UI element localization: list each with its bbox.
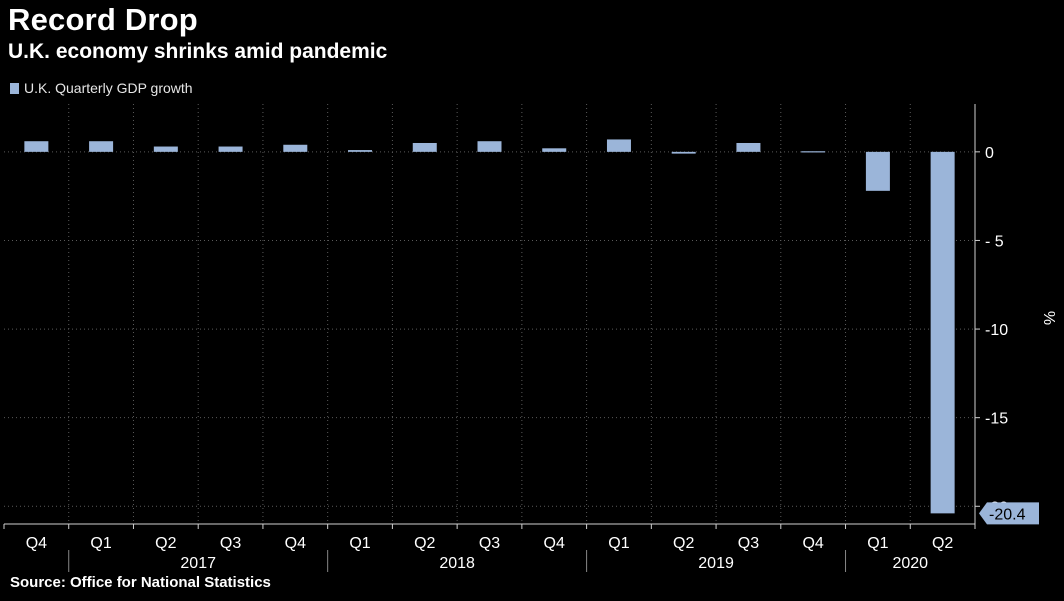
chart-subtitle: U.K. economy shrinks amid pandemic bbox=[8, 40, 388, 63]
x-tick-label: Q2 bbox=[932, 535, 953, 552]
bar bbox=[606, 139, 631, 152]
bar bbox=[412, 142, 437, 152]
x-tick-label: Q1 bbox=[349, 535, 370, 552]
y-tick-label: -10 bbox=[985, 322, 1008, 339]
bar bbox=[348, 150, 373, 152]
x-tick-label: Q2 bbox=[414, 535, 435, 552]
y-tick-label: 0 bbox=[985, 145, 994, 162]
x-tick-label: Q2 bbox=[155, 535, 176, 552]
value-callout-label: -20.4 bbox=[989, 506, 1026, 523]
bar bbox=[477, 141, 502, 152]
x-tick-label: Q1 bbox=[90, 535, 111, 552]
x-tick-label: Q2 bbox=[673, 535, 694, 552]
x-tick-label: Q3 bbox=[479, 535, 500, 552]
x-tick-label: Q1 bbox=[608, 535, 629, 552]
y-tick-label: -15 bbox=[985, 411, 1008, 428]
bar bbox=[24, 141, 49, 152]
bar bbox=[930, 151, 955, 514]
x-tick-label: Q4 bbox=[802, 535, 823, 552]
x-tick-label: Q4 bbox=[544, 535, 565, 552]
year-label: 2020 bbox=[892, 555, 928, 572]
y-axis-label: % bbox=[1040, 311, 1057, 325]
x-tick-label: Q1 bbox=[867, 535, 888, 552]
bar bbox=[671, 151, 696, 154]
bar bbox=[736, 142, 761, 152]
x-tick-label: Q4 bbox=[285, 535, 306, 552]
bar bbox=[865, 151, 890, 191]
year-label: 2018 bbox=[439, 555, 475, 572]
bar bbox=[801, 151, 826, 153]
legend: U.K. Quarterly GDP growth bbox=[10, 80, 193, 96]
bar bbox=[542, 148, 567, 152]
source-note: Source: Office for National Statistics bbox=[10, 574, 271, 591]
chart-title: Record Drop bbox=[8, 2, 198, 37]
legend-label: U.K. Quarterly GDP growth bbox=[24, 80, 193, 96]
value-callout bbox=[979, 502, 1039, 525]
year-label: 2019 bbox=[698, 555, 734, 572]
bar bbox=[283, 144, 308, 152]
bar bbox=[89, 141, 114, 152]
x-tick-label: Q3 bbox=[738, 535, 759, 552]
bar bbox=[218, 146, 243, 152]
x-tick-label: Q3 bbox=[220, 535, 241, 552]
bar bbox=[153, 146, 178, 152]
x-tick-label: Q4 bbox=[26, 535, 47, 552]
legend-swatch bbox=[10, 82, 19, 94]
year-label: 2017 bbox=[180, 555, 216, 572]
y-tick-label: - 5 bbox=[985, 233, 1004, 250]
